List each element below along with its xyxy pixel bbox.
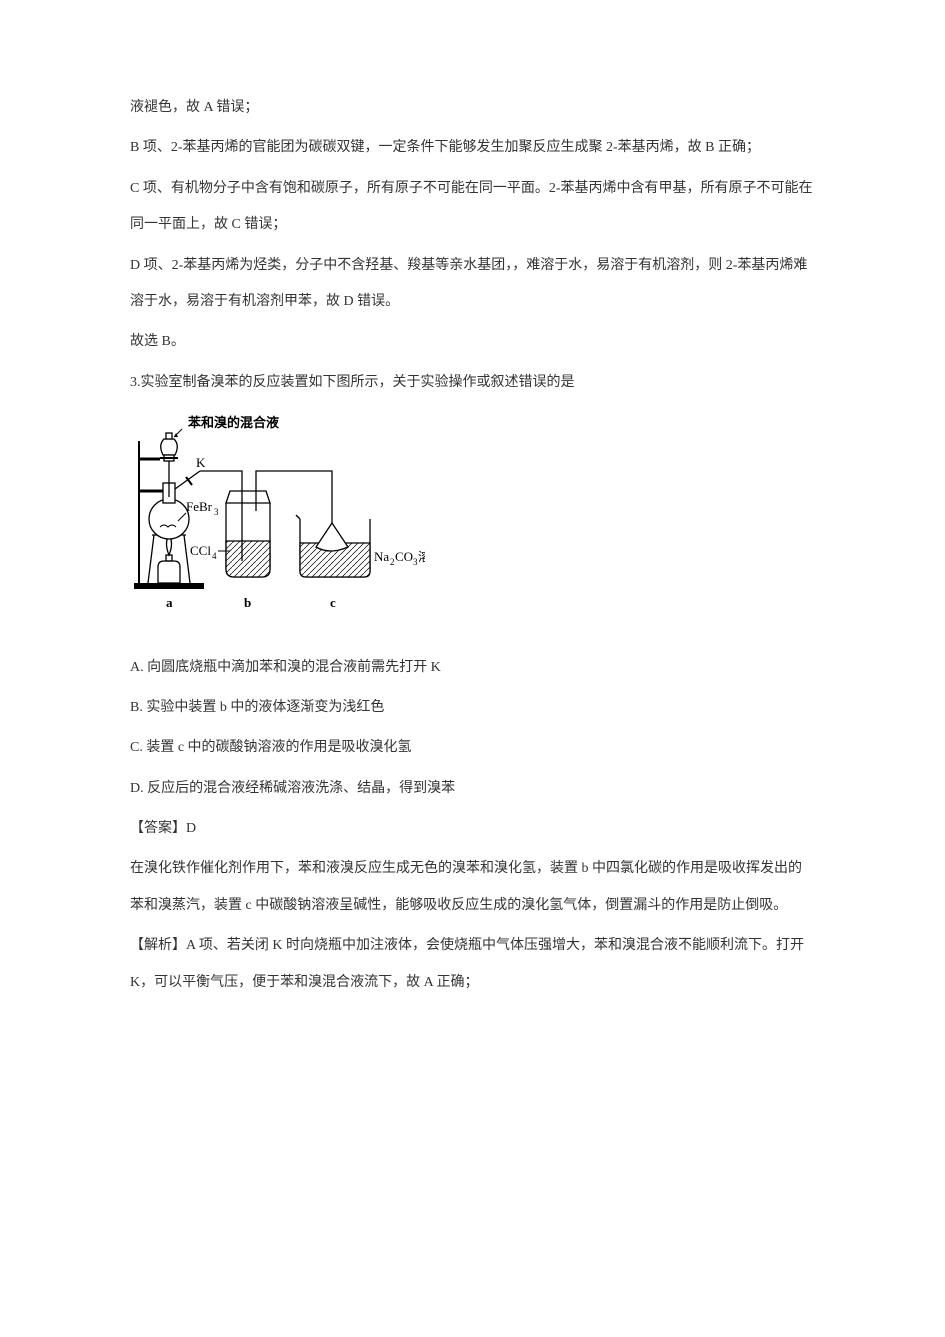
svg-text:3: 3 [214,507,219,517]
option-c: C. 装置 c 中的碳酸钠溶液的作用是吸收溴化氢 [130,730,815,766]
svg-text:a: a [166,595,173,610]
answer: 【答案】D [130,811,815,847]
svg-text:CO: CO [395,549,413,564]
question-stem: 3.实验室制备溴苯的反应装置如下图所示，关于实验操作或叙述错误的是 [130,365,815,401]
svg-text:4: 4 [212,551,217,561]
svg-text:CCl: CCl [190,543,211,558]
svg-text:b: b [244,595,251,610]
svg-text:苯和溴的混合液: 苯和溴的混合液 [187,415,279,430]
option-b: B. 实验中装置 b 中的液体逐渐变为浅红色 [130,690,815,726]
svg-text:c: c [330,595,336,610]
paragraph: 故选 B。 [130,324,815,360]
paragraph: B 项、2-苯基丙烯的官能团为碳碳双键，一定条件下能够发生加聚反应生成聚 2-苯… [130,130,815,166]
option-d: D. 反应后的混合液经稀碱溶液洗涤、结晶，得到溴苯 [130,771,815,807]
svg-text:Na: Na [374,549,389,564]
svg-text:FeBr: FeBr [186,499,213,514]
svg-text:K: K [196,455,206,470]
svg-text:溶液: 溶液 [418,549,425,564]
option-a: A. 向圆底烧瓶中滴加苯和溴的混合液前需先打开 K [130,650,815,686]
document-page: 液褪色，故 A 错误； B 项、2-苯基丙烯的官能团为碳碳双键，一定条件下能够发… [0,0,945,1337]
paragraph: 液褪色，故 A 错误； [130,90,815,126]
apparatus-figure: 苯和溴的混合液KFeBr3CCl4Na2CO3溶液abc [130,411,815,631]
paragraph: C 项、有机物分子中含有饱和碳原子，所有原子不可能在同一平面。2-苯基丙烯中含有… [130,171,815,244]
explanation: 在溴化铁作催化剂作用下，苯和液溴反应生成无色的溴苯和溴化氢，装置 b 中四氯化碳… [130,851,815,924]
svg-text:2: 2 [390,557,395,567]
paragraph: D 项、2-苯基丙烯为烃类，分子中不含羟基、羧基等亲水基团，，难溶于水，易溶于有… [130,248,815,321]
explanation: 【解析】A 项、若关闭 K 时向烧瓶中加注液体，会使烧瓶中气体压强增大，苯和溴混… [130,928,815,1001]
